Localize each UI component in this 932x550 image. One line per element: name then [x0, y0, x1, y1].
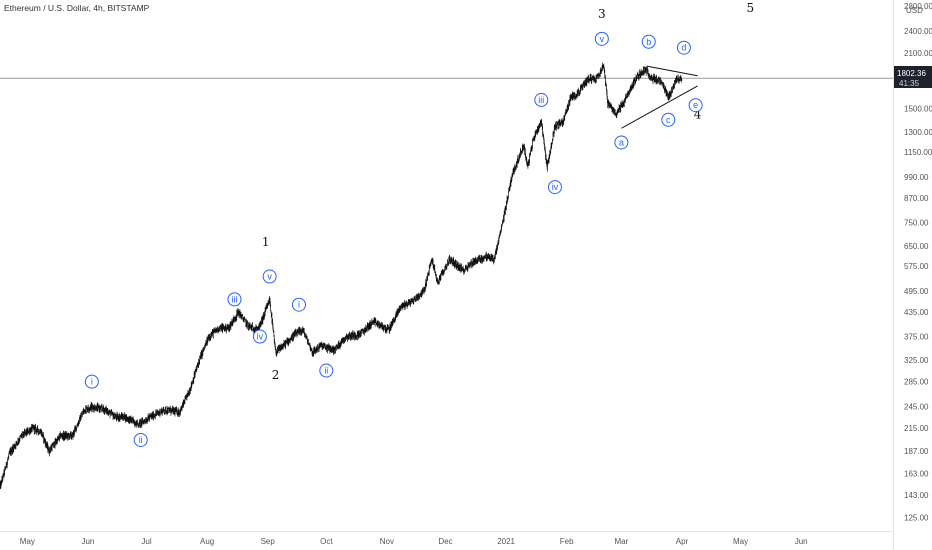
price-tick-label: 650.00 [904, 242, 929, 251]
sub-wave-circle [291, 297, 306, 312]
sub-wave-label: iii [538, 95, 544, 105]
price-tick-label: 163.00 [904, 470, 929, 479]
sub-wave-label: v [600, 34, 605, 44]
time-tick-label: Mar [614, 537, 628, 546]
chart-title: Ethereum / U.S. Dollar, 4h, BITSTAMP [4, 3, 150, 13]
plot-area[interactable] [0, 62, 893, 490]
time-tick-label: Jun [81, 537, 94, 546]
sub-wave-label: e [693, 100, 698, 110]
price-tick-label: 495.00 [904, 287, 929, 296]
sub-wave-label: b [646, 37, 651, 47]
sub-wave-label: iv [257, 332, 264, 342]
sub-wave-label: ii [139, 435, 143, 445]
sub-wave-label: c [666, 115, 671, 125]
sub-wave-label: iv [552, 182, 559, 192]
time-tick-label: Sep [261, 537, 276, 546]
bar-countdown: 41:35 [899, 79, 920, 88]
time-tick-label: Apr [676, 537, 689, 546]
sub-wave-label: iii [231, 294, 237, 304]
sub-wave-circle [688, 98, 703, 113]
price-tick-label: 1300.00 [904, 128, 932, 137]
price-tick-label: 245.00 [904, 403, 929, 412]
triangle-trendline-1 [621, 85, 698, 129]
sub-wave-circle [661, 112, 676, 127]
sub-wave-circle [614, 135, 629, 150]
sub-wave-label: i [91, 377, 93, 387]
price-tick-label: 750.00 [904, 218, 929, 227]
sub-wave-label: i [298, 300, 300, 310]
time-tick-label: May [733, 537, 748, 546]
price-tick-label: 1150.00 [904, 148, 932, 157]
sub-wave-circle [133, 432, 148, 447]
price-tick-label: 990.00 [904, 173, 929, 182]
price-tick-label: 187.00 [904, 447, 929, 456]
sub-wave-circle [252, 329, 267, 344]
time-tick-label: Jul [141, 537, 151, 546]
sub-wave-circle [84, 374, 99, 389]
price-tick-label: 870.00 [904, 194, 929, 203]
sub-wave-label: v [267, 272, 272, 282]
time-tick-label: Oct [320, 537, 333, 546]
sub-wave-label: ii [324, 366, 328, 376]
price-tick-label: 125.00 [904, 513, 929, 522]
current-price-badge: 1802.36 41:35 [894, 66, 932, 88]
price-tick-label: 2400.00 [904, 27, 932, 36]
wave-label-2: 2 [272, 368, 280, 382]
time-tick-label: Jun [795, 537, 808, 546]
wave-label-1: 1 [262, 235, 270, 249]
price-tick-label: 285.00 [904, 378, 929, 387]
triangle-trendline-2 [646, 65, 698, 77]
time-tick-label: Aug [200, 537, 214, 546]
wave-label-4: 4 [694, 108, 702, 122]
sub-wave-circle [534, 92, 549, 107]
time-tick-label: 2021 [497, 537, 515, 546]
time-tick-label: Nov [380, 537, 394, 546]
time-tick-label: Feb [560, 537, 574, 546]
sub-wave-circle [676, 40, 691, 55]
time-tick-label: May [20, 537, 35, 546]
price-tick-label: 143.00 [904, 491, 929, 500]
sub-wave-circle [262, 269, 277, 284]
time-axis[interactable]: May Jun Jul Aug Sep Oct Nov Dec 2021 Feb Mar Apr May… [20, 537, 808, 546]
price-tick-label: 215.00 [904, 424, 929, 433]
sub-wave-circle [641, 34, 656, 49]
sub-wave-circle [594, 31, 609, 46]
price-tick-label: 2800.00 [904, 2, 932, 11]
sub-wave-label: d [681, 43, 686, 53]
price-tick-label: 375.00 [904, 333, 929, 342]
wave-label-3: 3 [598, 7, 606, 21]
sub-wave-label: a [619, 137, 624, 147]
current-price-value: 1802.36 [897, 69, 926, 78]
wave-label-5: 5 [747, 1, 755, 15]
price-tick-label: 325.00 [904, 356, 929, 365]
sub-wave-circle [547, 180, 562, 195]
time-tick-label: Dec [438, 537, 452, 546]
price-tick-label: 435.00 [904, 308, 929, 317]
price-tick-label: 575.00 [904, 262, 929, 271]
currency-label: USD [906, 6, 923, 15]
price-tick-label: 1500.00 [904, 104, 932, 113]
sub-wave-circle [227, 292, 242, 307]
sub-wave-circle [319, 363, 334, 378]
price-tick-label: 2100.00 [904, 49, 932, 58]
